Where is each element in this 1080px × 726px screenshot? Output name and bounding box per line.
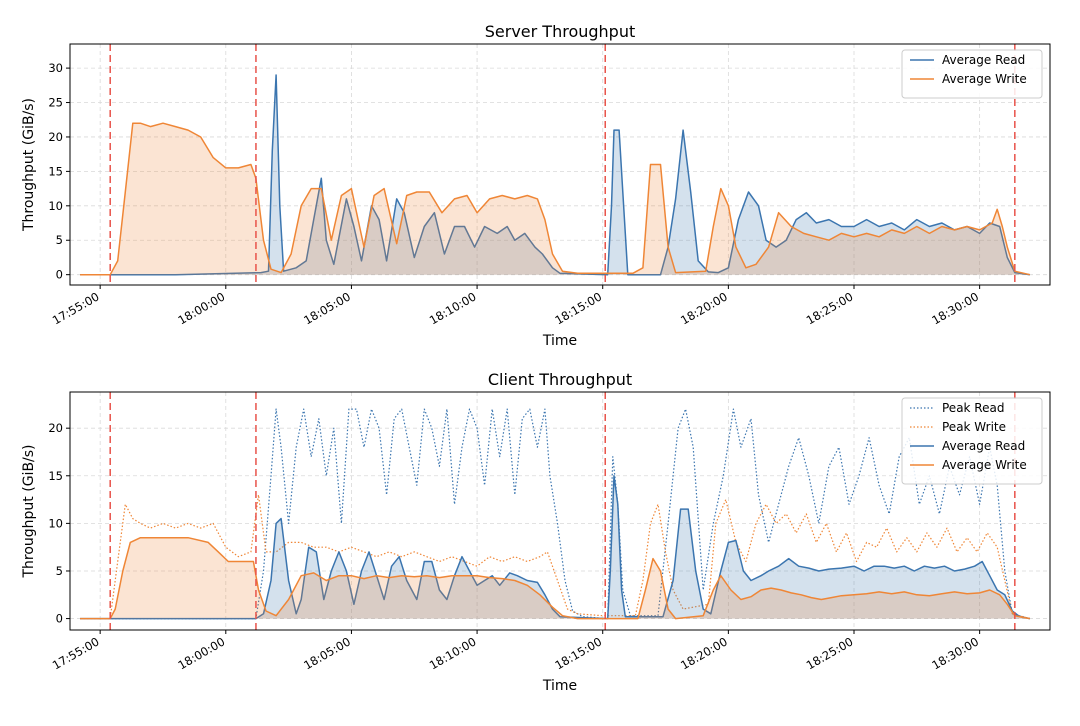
y-tick-label: 15 bbox=[48, 164, 63, 178]
y-tick-label: 0 bbox=[56, 268, 63, 282]
legend-box bbox=[901, 397, 1043, 485]
server-throughput-panel: 0 5 10 15 20 25 30 17:55:00 18:00:00 18:05:00 18:1… bbox=[21, 22, 1051, 349]
client-throughput-panel: 0 5 10 15 20 17:55:00 18:00:00 18:05:00 18:10:00… bbox=[21, 370, 1051, 694]
x-tick-label: 17:55:00 bbox=[50, 289, 102, 327]
x-tick-label: 18:05:00 bbox=[301, 634, 353, 672]
series-line-peak-write bbox=[80, 494, 1031, 620]
series-line-average-read bbox=[80, 475, 1031, 620]
y-tick-label: 25 bbox=[48, 96, 63, 110]
legend-box bbox=[901, 49, 1043, 99]
chart-title: Client Throughput bbox=[488, 370, 632, 389]
axes-frame bbox=[69, 391, 1051, 631]
y-tick-label: 10 bbox=[48, 516, 63, 530]
x-axis-label: Time bbox=[542, 678, 577, 694]
chart-title: Server Throughput bbox=[485, 22, 636, 41]
legend: Peak Read Peak Write Average Read Average W… bbox=[901, 397, 1043, 485]
y-tick-label: 15 bbox=[48, 469, 63, 483]
legend-label-average-read: Average Read bbox=[942, 439, 1025, 453]
x-tick-label: 18:25:00 bbox=[804, 289, 856, 327]
x-tick-label: 18:20:00 bbox=[678, 634, 730, 672]
x-tick-label: 18:05:00 bbox=[301, 289, 353, 327]
legend: Average Read Average Write bbox=[901, 49, 1043, 99]
legend-label-average-read: Average Read bbox=[942, 53, 1025, 67]
x-tick-label: 18:00:00 bbox=[176, 289, 228, 327]
legend-label-average-write: Average Write bbox=[942, 72, 1027, 86]
axes-frame bbox=[69, 43, 1051, 286]
series-line-average-write bbox=[80, 122, 1031, 276]
x-tick-label: 18:00:00 bbox=[176, 634, 228, 672]
x-tick-label: 18:15:00 bbox=[552, 289, 604, 327]
x-tick-label: 18:15:00 bbox=[552, 634, 604, 672]
y-tick-label: 20 bbox=[48, 421, 63, 435]
y-axis-label: Throughput (GiB/s) bbox=[21, 98, 37, 232]
area-average-write bbox=[80, 537, 1030, 619]
area-average-write bbox=[80, 123, 1030, 275]
plot-area bbox=[80, 408, 1031, 620]
area-average-read bbox=[80, 75, 1030, 275]
x-tick-label: 18:25:00 bbox=[804, 634, 856, 672]
legend-label-average-write: Average Write bbox=[942, 458, 1027, 472]
x-tick-label: 18:30:00 bbox=[929, 289, 981, 327]
y-tick-label: 5 bbox=[56, 564, 63, 578]
x-tick-label: 18:10:00 bbox=[427, 289, 479, 327]
y-tick-label: 30 bbox=[48, 61, 63, 75]
x-tick-label: 17:55:00 bbox=[50, 634, 102, 672]
series-line-average-write bbox=[80, 536, 1031, 620]
y-tick-label: 10 bbox=[48, 199, 63, 213]
legend-label-peak-read: Peak Read bbox=[942, 401, 1004, 415]
plot-area bbox=[80, 74, 1031, 276]
x-tick-label: 18:30:00 bbox=[929, 634, 981, 672]
y-tick-label: 5 bbox=[56, 233, 63, 247]
series-line-average-read bbox=[80, 74, 1031, 276]
grid bbox=[70, 44, 1050, 285]
y-tick-label: 20 bbox=[48, 130, 63, 144]
x-axis-label: Time bbox=[542, 333, 577, 349]
area-average-read bbox=[80, 475, 1030, 619]
x-tick-label: 18:10:00 bbox=[427, 634, 479, 672]
legend-label-peak-write: Peak Write bbox=[942, 420, 1006, 434]
y-axis-label: Throughput (GiB/s) bbox=[21, 444, 37, 578]
y-tick-label: 0 bbox=[56, 612, 63, 626]
x-tick-label: 18:20:00 bbox=[678, 289, 730, 327]
